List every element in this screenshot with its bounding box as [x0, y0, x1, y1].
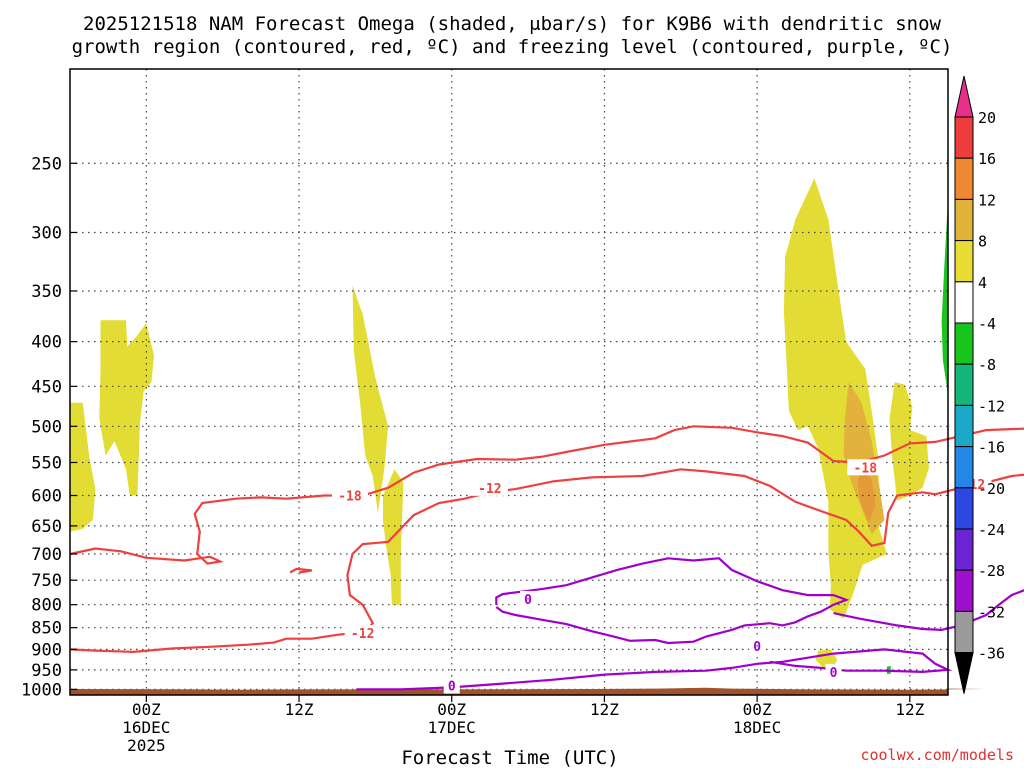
y-tick-label-650: 650 [31, 517, 62, 537]
contour-label-bg-4 [847, 459, 884, 476]
contour-label-3: -12 [351, 627, 374, 642]
omega-shading [70, 178, 948, 674]
contour-label-7: 0 [753, 640, 761, 655]
x-tick-label-48-1: 18DEC [733, 718, 781, 737]
chart-title-line2: growth region (contoured, red, ºC) and f… [72, 36, 953, 58]
colorbar-label-0: 20 [978, 109, 996, 127]
chart-title-line1: 2025121518 NAM Forecast Omega (shaded, μ… [83, 13, 941, 35]
contour-label-bg-1 [331, 487, 368, 504]
colorbar-label-6: -8 [978, 356, 996, 374]
x-tick-label-0-1: 16DEC [122, 718, 170, 737]
ground-band [70, 687, 987, 695]
omega-yellow-area-3 [352, 285, 389, 513]
y-tick-label-450: 450 [31, 377, 62, 397]
colorbar-segment-1 [954, 116, 974, 159]
colorbar-segment-4 [954, 240, 974, 283]
y-tick-label-350: 350 [31, 282, 62, 302]
y-tick-label-750: 750 [31, 571, 62, 591]
x-tick-label-60-0: 12Z [895, 700, 924, 719]
y-tick-label-800: 800 [31, 596, 62, 616]
ground-surface [70, 687, 987, 695]
colorbar-label-11: -28 [978, 562, 1005, 580]
colorbar-label-1: 16 [978, 150, 996, 168]
colorbar-label-13: -36 [978, 645, 1005, 663]
colorbar-label-7: -12 [978, 397, 1005, 415]
omega-yellow-area-2 [99, 320, 154, 496]
colorbar-segment-2 [954, 157, 974, 200]
y-tick-label-250: 250 [31, 154, 62, 174]
omega-yellow-area-1 [70, 402, 96, 532]
contour-label-6: 0 [524, 593, 532, 608]
contours [69, 425, 1024, 691]
y-tick-label-300: 300 [31, 223, 62, 243]
freezing-contour-1 [495, 557, 850, 645]
contour-label-bg-7 [749, 637, 766, 654]
omega-orange-area [857, 465, 876, 523]
colorbar-top-arrow [954, 75, 974, 118]
colorbar-label-2: 12 [978, 191, 996, 209]
contour-label-10: 0 [448, 680, 456, 695]
dgz-contour-1 [69, 425, 1024, 565]
colorbar-label-3: 8 [978, 233, 987, 251]
y-tick-label-500: 500 [31, 417, 62, 437]
colorbar-label-4: 4 [978, 274, 987, 292]
y-tick-label-700: 700 [31, 545, 62, 565]
contour-label-bg-6 [520, 590, 537, 607]
x-axis-ticks: 00Z16DEC202512Z00Z17DEC12Z00Z18DEC12Z00Z… [122, 695, 925, 755]
x-tick-label-12-0: 12Z [285, 700, 314, 719]
colorbar-bottom-arrow [954, 652, 974, 694]
omega-green-area [941, 199, 948, 395]
contour-label-bg-10 [443, 677, 460, 694]
y-tick-label-950: 950 [31, 661, 62, 681]
colorbar-segment-7 [954, 363, 974, 406]
x-axis-label: Forecast Time (UTC) [401, 747, 618, 768]
colorbar: 20 16 12 8 4 -4 -8 -12 -16 -20 -24 -28 -32 -36 [954, 75, 1005, 694]
y-tick-label-850: 850 [31, 619, 62, 639]
x-tick-label-24-1: 17DEC [428, 718, 476, 737]
colorbar-label-12: -32 [978, 603, 1005, 621]
x-tick-label-48-0: 00Z [743, 700, 772, 719]
freezing-contour-3 [833, 589, 1024, 632]
colorbar-label-8: -16 [978, 439, 1005, 457]
contour-label-2: -12 [478, 482, 501, 497]
grid-lines [70, 69, 948, 695]
colorbar-segment-6 [954, 322, 974, 365]
freezing-contour-2 [356, 648, 953, 691]
colorbar-segment-5 [954, 281, 974, 324]
y-tick-label-550: 550 [31, 453, 62, 473]
contour-label-bg-8 [825, 663, 842, 680]
colorbar-label-10: -24 [978, 521, 1005, 539]
y-tick-label-400: 400 [31, 333, 62, 353]
y-tick-label-1000: 1000 [21, 680, 62, 700]
colorbar-label-9: -20 [978, 480, 1005, 498]
colorbar-segment-10 [954, 487, 974, 530]
colorbar-segment-9 [954, 446, 974, 489]
contour-label-bg-2 [471, 479, 508, 496]
x-tick-label-36-0: 12Z [590, 700, 619, 719]
y-axis-ticks: 2503003504004505005506006507007508008509… [21, 154, 77, 700]
contour-label-1: -18 [338, 490, 362, 505]
colorbar-segment-12 [954, 569, 974, 612]
omega-yellow-area-5 [783, 178, 887, 619]
contour-label-4: -18 [854, 461, 878, 476]
plot-frame [69, 68, 949, 696]
colorbar-segment-11 [954, 528, 974, 571]
dgz-contour-3 [289, 567, 312, 574]
omega-yellow-area-6 [889, 382, 929, 501]
colorbar-label-5: -4 [978, 315, 996, 333]
colorbar-segment-3 [954, 198, 974, 242]
contour-label-bg-3 [344, 624, 381, 641]
x-tick-label-24-0: 00Z [437, 700, 466, 719]
contour-label-8: 0 [830, 666, 838, 681]
colorbar-segment-8 [954, 404, 974, 448]
y-tick-label-900: 900 [31, 640, 62, 660]
colorbar-segment-13 [954, 610, 974, 654]
x-tick-label-0-2: 2025 [127, 736, 166, 755]
credit-text: coolwx.com/models [860, 746, 1014, 764]
y-tick-label-600: 600 [31, 487, 62, 507]
x-tick-label-0-0: 00Z [132, 700, 161, 719]
